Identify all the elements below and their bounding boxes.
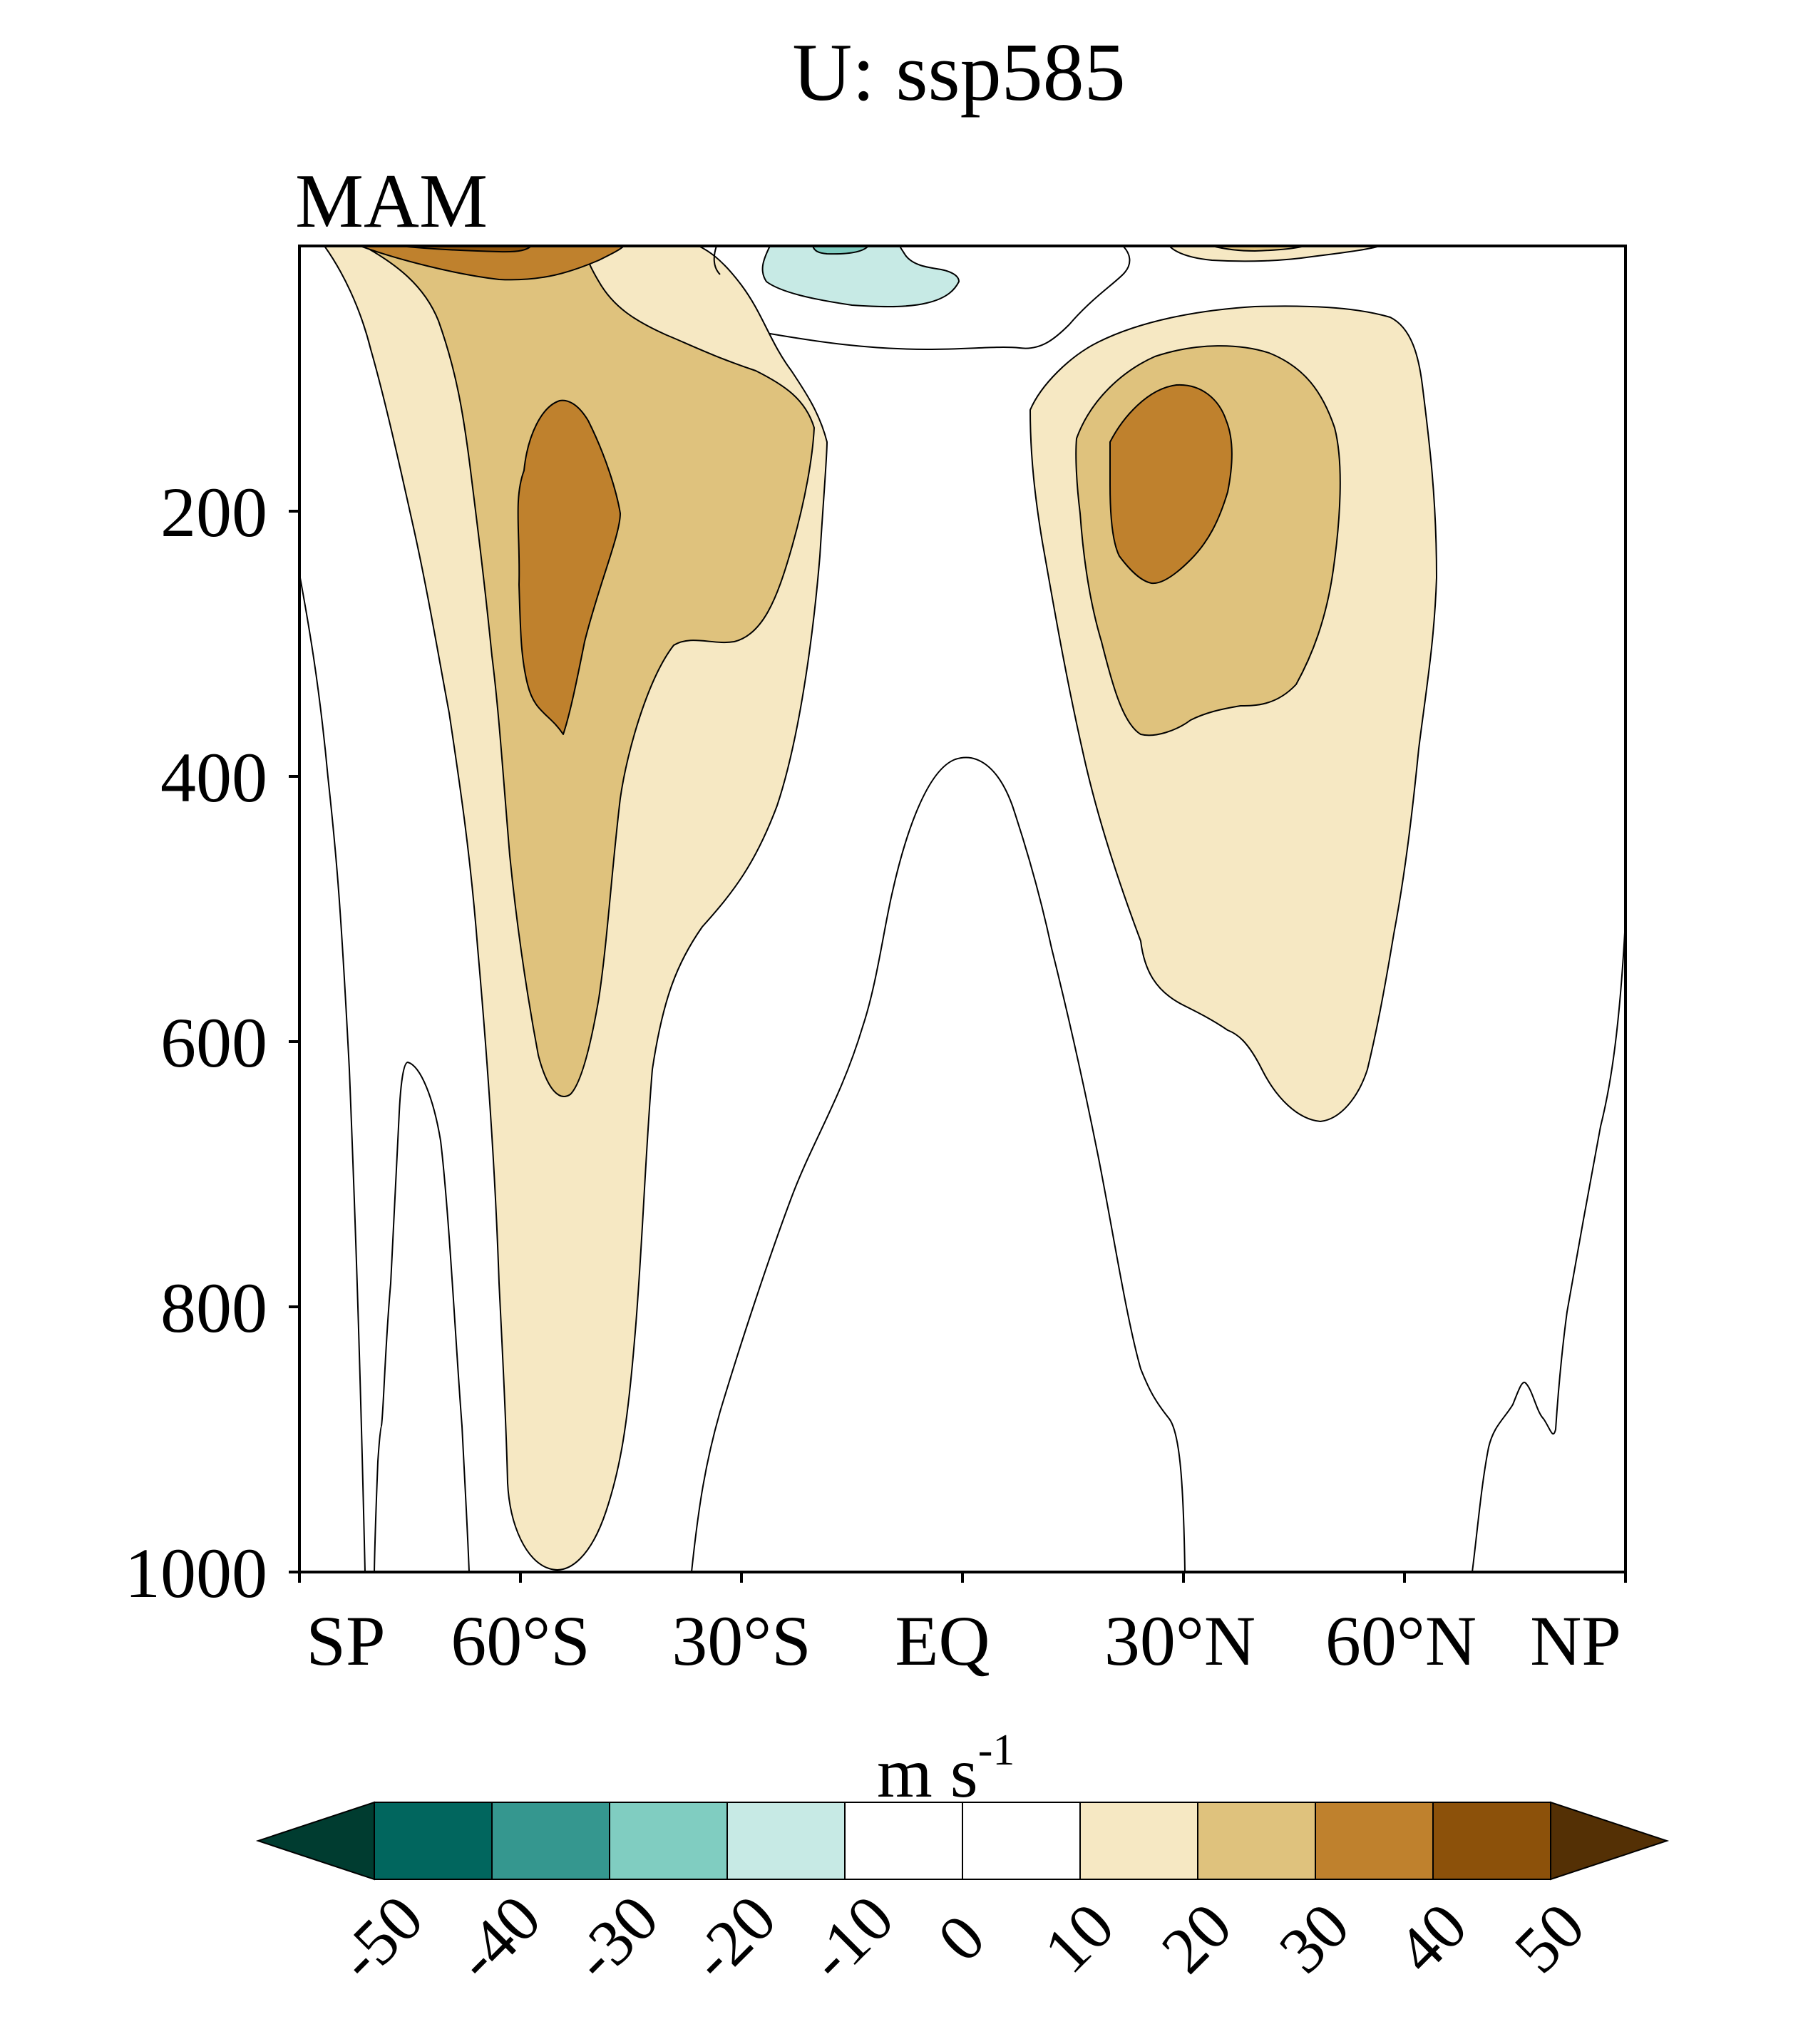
sh-jet-20 xyxy=(363,246,815,1097)
colorbar-tick-label: -10 xyxy=(794,1881,908,1995)
colorbar-tick-label: 50 xyxy=(1500,1889,1598,1986)
colorbar: m s-1 -50 -40 -30 -20 -10 0 10 20 30 40 … xyxy=(255,1726,1670,1995)
zero-contour-np-right xyxy=(1472,919,1626,1572)
eq-easterly-minus10 xyxy=(761,246,960,308)
nh-top-10 xyxy=(1169,246,1380,262)
x-tick-label-eq: EQ xyxy=(895,1601,990,1680)
zero-contour-sp-left xyxy=(299,573,366,1572)
y-tick-label-600: 600 xyxy=(160,1003,267,1082)
colorbar-box-7 xyxy=(1079,1802,1198,1880)
x-tick-label-sp: SP xyxy=(306,1601,385,1680)
colorbar-box-4 xyxy=(726,1802,846,1880)
season-label: MAM xyxy=(295,159,488,244)
x-tick-label-30n: 30°N xyxy=(1104,1601,1255,1680)
x-tick-label-60s: 60°S xyxy=(451,1601,590,1680)
colorbar-box-6 xyxy=(962,1802,1081,1880)
colorbar-tick-label: -20 xyxy=(677,1881,790,1995)
y-tick-label-800: 800 xyxy=(160,1268,267,1347)
plot-area xyxy=(299,246,1626,1572)
colorbar-left-triangle xyxy=(255,1801,375,1881)
zero-contour-equatorial xyxy=(691,756,1186,1572)
x-tick-label-np: NP xyxy=(1530,1601,1621,1680)
x-tick-label-60n: 60°N xyxy=(1325,1601,1477,1680)
y-tick-label-1000: 1000 xyxy=(125,1534,267,1613)
sh-top-core-30 xyxy=(359,246,625,281)
colorbar-tick-label: 30 xyxy=(1265,1889,1362,1986)
colorbar-tick-label: -50 xyxy=(324,1881,437,1995)
y-tick-label-400: 400 xyxy=(160,738,267,817)
sh-top-core-40 xyxy=(399,246,532,253)
colorbar-box-10 xyxy=(1432,1802,1551,1880)
colorbar-box-2 xyxy=(491,1802,610,1880)
colorbar-tick-label: 10 xyxy=(1029,1889,1127,1986)
colorbar-box-1 xyxy=(374,1802,493,1880)
colorbar-label-sup: -1 xyxy=(978,1726,1015,1775)
colorbar-right-triangle xyxy=(1550,1801,1670,1881)
x-tick-label-30s: 30°S xyxy=(672,1601,811,1680)
colorbar-tick-label: 0 xyxy=(924,1901,999,1976)
colorbar-label: m s-1 xyxy=(877,1726,1015,1812)
colorbar-box-8 xyxy=(1197,1802,1316,1880)
x-axis: SP 60°S 30°S EQ 30°N 60°N NP xyxy=(298,1572,1627,1680)
colorbar-tick-label: -30 xyxy=(559,1881,672,1995)
y-axis: 200 400 600 800 1000 xyxy=(125,473,299,1613)
y-tick-label-200: 200 xyxy=(160,473,267,552)
colorbar-box-9 xyxy=(1315,1802,1434,1880)
zero-contour-sp-spike xyxy=(374,1062,470,1572)
colorbar-tick-label: -40 xyxy=(441,1881,555,1995)
colorbar-box-3 xyxy=(609,1802,728,1880)
chart-title: U: ssp585 xyxy=(792,27,1125,118)
colorbar-box-5 xyxy=(844,1802,963,1880)
sh-jet-30 xyxy=(517,399,621,735)
colorbar-tick-label: 20 xyxy=(1147,1889,1245,1986)
eq-easterly-plume xyxy=(713,246,721,275)
colorbar-label-main: m s xyxy=(877,1733,978,1812)
eq-easterly-minus20 xyxy=(812,246,869,255)
colorbar-tick-label: 40 xyxy=(1382,1889,1480,1986)
nh-jet-30 xyxy=(1109,384,1233,585)
